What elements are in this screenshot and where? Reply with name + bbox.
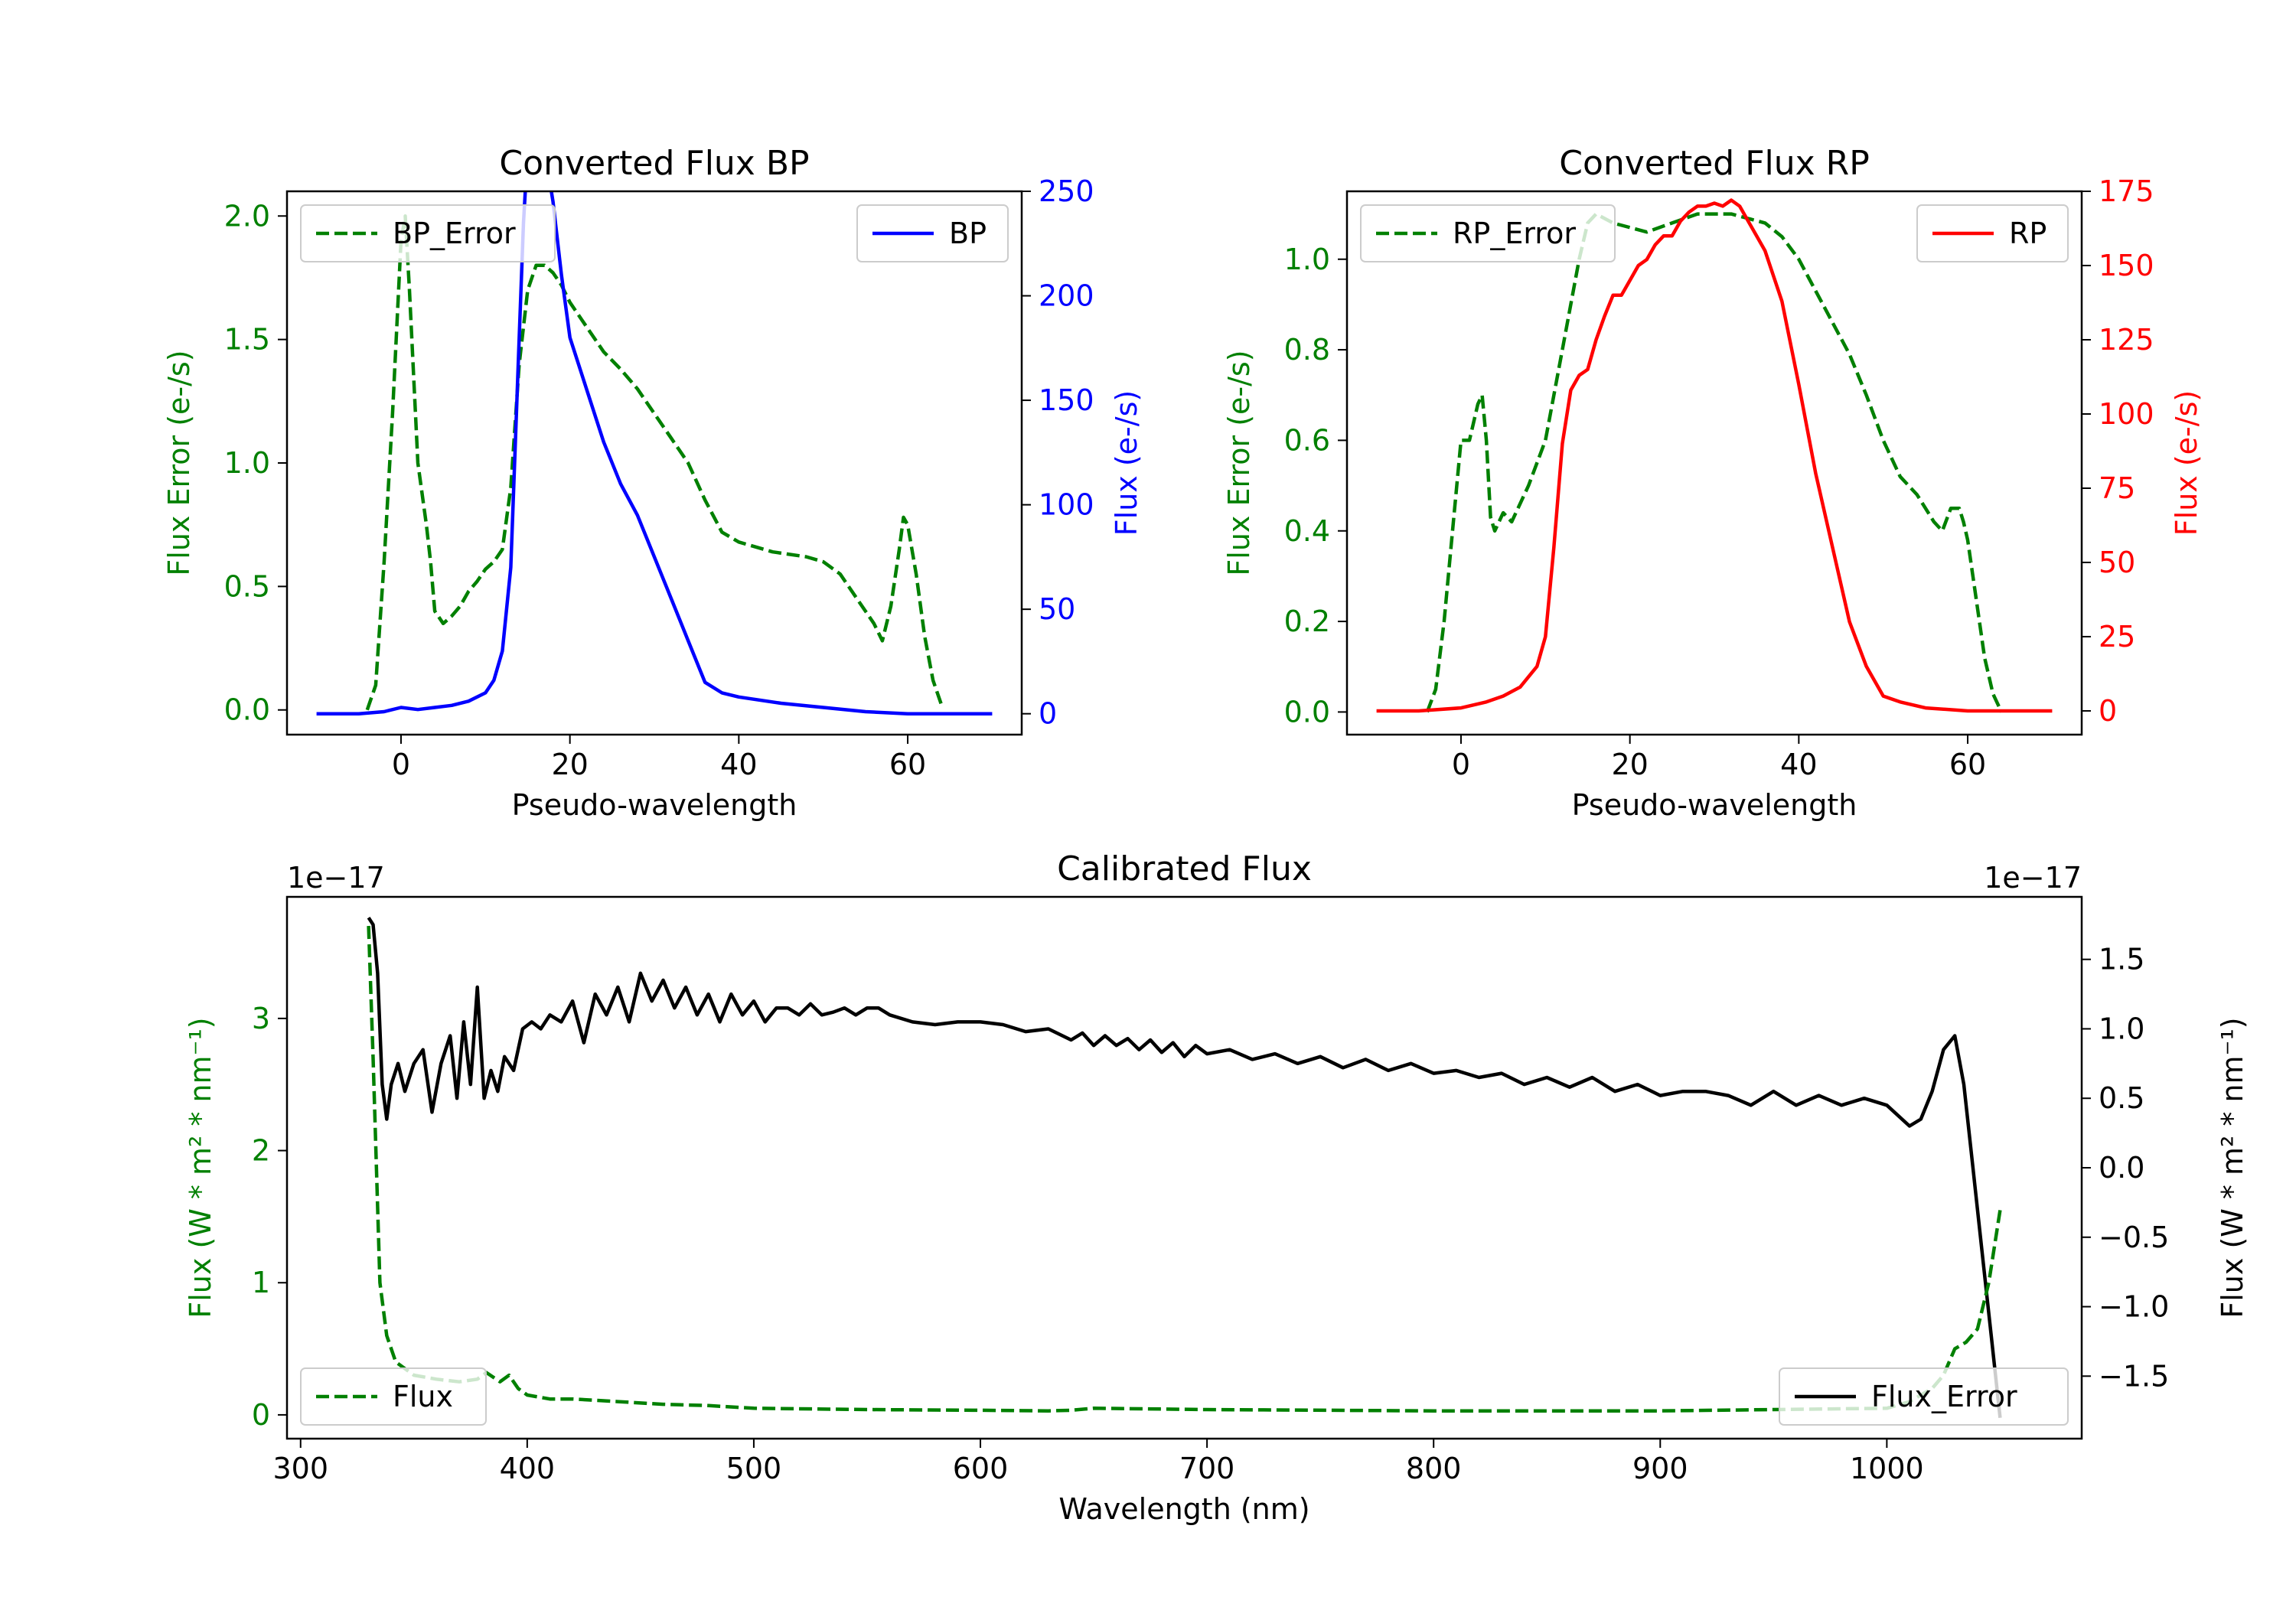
legend-rp-error: RP_Error (1360, 204, 1616, 262)
y-right-tick-label: −1.5 (2099, 1359, 2169, 1393)
x-tick-label: 300 (272, 1452, 328, 1485)
y-right-tick-label: 150 (2099, 249, 2154, 282)
x-tick-label: 40 (720, 748, 757, 781)
y-right-tick-label: 150 (1039, 383, 1094, 417)
y-left-tick-label: 0.2 (1284, 605, 1330, 638)
y-left-tick-label: 0.6 (1284, 423, 1330, 457)
y-right-tick-label: 50 (1039, 592, 1075, 626)
y-left-axis-label: Flux (W * m² * nm⁻¹) (184, 1017, 217, 1318)
x-tick-label: 600 (953, 1452, 1009, 1485)
y-right-axis-label: Flux (W * m² * nm⁻¹) (2216, 1017, 2249, 1318)
legend-label: BP_Error (393, 217, 516, 250)
x-tick-label: 0 (392, 748, 410, 781)
x-tick-label: 500 (726, 1452, 782, 1485)
legend-label: RP_Error (1453, 217, 1576, 250)
y-left-tick-label: 0 (252, 1398, 270, 1432)
y-left-offset-text: 1e−17 (287, 861, 385, 895)
y-right-tick-label: 50 (2099, 546, 2135, 579)
x-tick-label: 900 (1632, 1452, 1688, 1485)
legend-bp: BP (856, 204, 1009, 262)
legend-box (300, 204, 556, 262)
chart-title: Converted Flux RP (1559, 144, 1870, 183)
y-left-tick-label: 0.0 (1284, 695, 1330, 729)
series-line-rp (1376, 198, 2053, 713)
y-right-tick-label: 175 (2099, 174, 2154, 208)
y-right-tick-label: 100 (1039, 488, 1094, 522)
y-left-tick-label: 2 (252, 1134, 270, 1168)
y-right-tick-label: −1.0 (2099, 1290, 2169, 1324)
legend-label: RP (2009, 217, 2047, 250)
plot-frame (1345, 190, 2083, 736)
x-tick-label: 60 (1949, 748, 1986, 781)
x-axis-label: Pseudo-wavelength (1572, 788, 1857, 822)
y-right-tick-label: 0 (2099, 694, 2117, 728)
y-right-tick-label: 0 (1039, 697, 1057, 731)
y-right-tick-label: 1.5 (2099, 943, 2144, 976)
y-left-tick-label: 0.0 (224, 693, 270, 727)
y-left-tick-label: 0.4 (1284, 514, 1330, 548)
x-axis-label: Pseudo-wavelength (512, 788, 797, 822)
y-right-tick-label: 1.0 (2099, 1012, 2144, 1045)
x-tick-label: 800 (1406, 1452, 1462, 1485)
x-tick-label: 0 (1452, 748, 1470, 781)
y-right-tick-label: 0.5 (2099, 1081, 2144, 1115)
y-right-axis-label: Flux (e-/s) (2170, 390, 2203, 536)
series-line-flux (367, 916, 2002, 1419)
legend-box (1360, 204, 1616, 262)
y-left-tick-label: 0.8 (1284, 333, 1330, 367)
panel-calibrated-flux: Calibrated Flux 300 400 500 600 700 800 900 1000… (184, 849, 2249, 1526)
legend-box (300, 1367, 487, 1426)
chart-title: Calibrated Flux (1057, 849, 1312, 888)
x-tick-label: 20 (551, 748, 588, 781)
y-right-tick-label: 100 (2099, 397, 2154, 431)
y-right-tick-label: 200 (1039, 279, 1094, 313)
x-tick-label: 400 (500, 1452, 556, 1485)
legend-rp: RP (1916, 204, 2069, 262)
legend-label: Flux_Error (1871, 1380, 2017, 1413)
panel-converted-flux-rp: Converted Flux RP 0 20 40 60 Pseudo-wavelengt… (1222, 144, 2203, 822)
legend-bp-error: BP_Error (300, 204, 556, 262)
y-right-tick-label: 250 (1039, 174, 1094, 208)
x-tick-label: 1000 (1850, 1452, 1924, 1485)
chart-title: Converted Flux BP (499, 144, 809, 183)
y-left-axis-label: Flux Error (e-/s) (1222, 350, 1256, 575)
y-left-tick-label: 1.0 (224, 446, 270, 480)
y-left-axis-label: Flux Error (e-/s) (162, 350, 196, 575)
legend-flux: Flux_Error (1779, 1367, 2069, 1426)
y-right-tick-label: 25 (2099, 620, 2135, 654)
y-right-axis-label: Flux (e-/s) (1110, 390, 1143, 536)
y-right-tick-label: −0.5 (2099, 1221, 2169, 1254)
x-tick-label: 20 (1611, 748, 1648, 781)
y-left-tick-label: 1.0 (1284, 243, 1330, 276)
y-right-offset-text: 1e−17 (1984, 861, 2082, 895)
y-left-tick-label: 1.5 (224, 323, 270, 357)
legend-label: Flux (393, 1380, 453, 1413)
y-left-tick-label: 2.0 (224, 199, 270, 233)
x-tick-label: 60 (889, 748, 926, 781)
y-left-tick-label: 3 (252, 1002, 270, 1035)
x-tick-label: 40 (1780, 748, 1817, 781)
legend-box (1779, 1367, 2069, 1426)
y-right-tick-label: 0.0 (2099, 1151, 2144, 1185)
legend-label: BP (949, 217, 987, 250)
x-tick-label: 700 (1179, 1452, 1235, 1485)
legend-flux-error: Flux (300, 1367, 487, 1426)
series-line-bp (316, 191, 993, 715)
x-axis-label: Wavelength (nm) (1058, 1492, 1309, 1526)
series-line-rp-error (1425, 212, 2004, 713)
y-right-tick-label: 125 (2099, 323, 2154, 357)
y-right-tick-label: 75 (2099, 471, 2135, 505)
panel-converted-flux-bp: Converted Flux BP 0 20 40 60 Pseudo-wavelengt… (162, 144, 1143, 822)
y-left-tick-label: 1 (252, 1266, 270, 1299)
y-left-tick-label: 0.5 (224, 569, 270, 603)
